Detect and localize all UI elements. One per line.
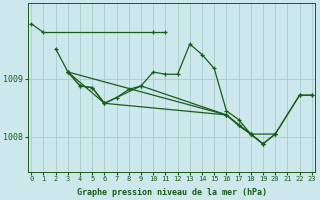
X-axis label: Graphe pression niveau de la mer (hPa): Graphe pression niveau de la mer (hPa) bbox=[76, 188, 267, 197]
